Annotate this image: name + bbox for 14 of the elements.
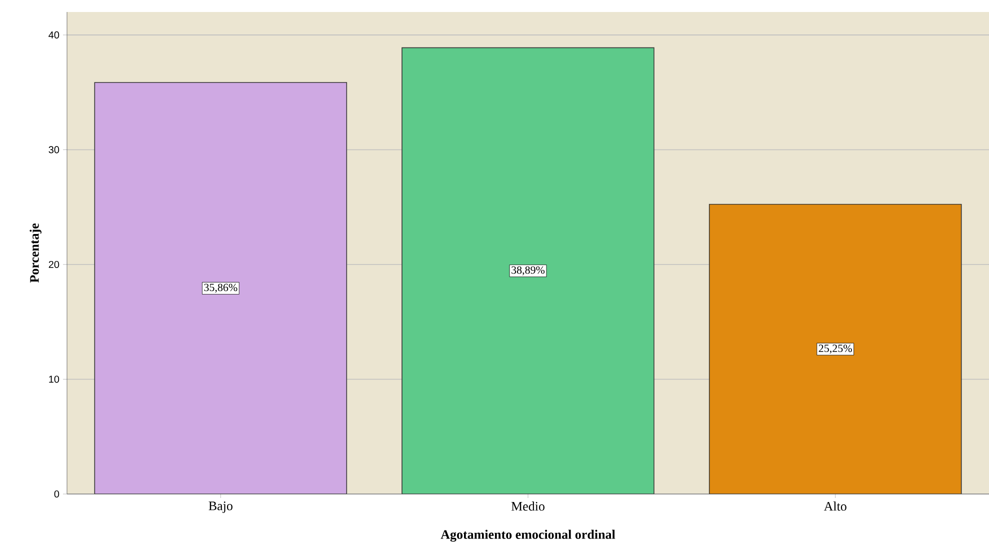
x-tick-label: Medio [511,502,544,511]
bar [402,47,654,494]
y-tick-label: 30 [48,146,60,154]
y-tick-label: 40 [48,31,60,38]
y-tick-label: 10 [49,376,60,383]
y-tick-label: 20 [48,260,60,268]
x-tick-label: Bajo [208,502,232,513]
data-label: 35,86% [204,284,238,293]
y-tick-label: 0 [54,490,60,498]
x-axis-title: Agotamiento emocional ordinal [440,530,616,542]
data-label: 25,25% [818,344,852,354]
data-label: 38,89% [512,266,545,276]
y-axis-title: Porcentaje [30,224,42,283]
x-tick-label: Alto [824,502,846,511]
